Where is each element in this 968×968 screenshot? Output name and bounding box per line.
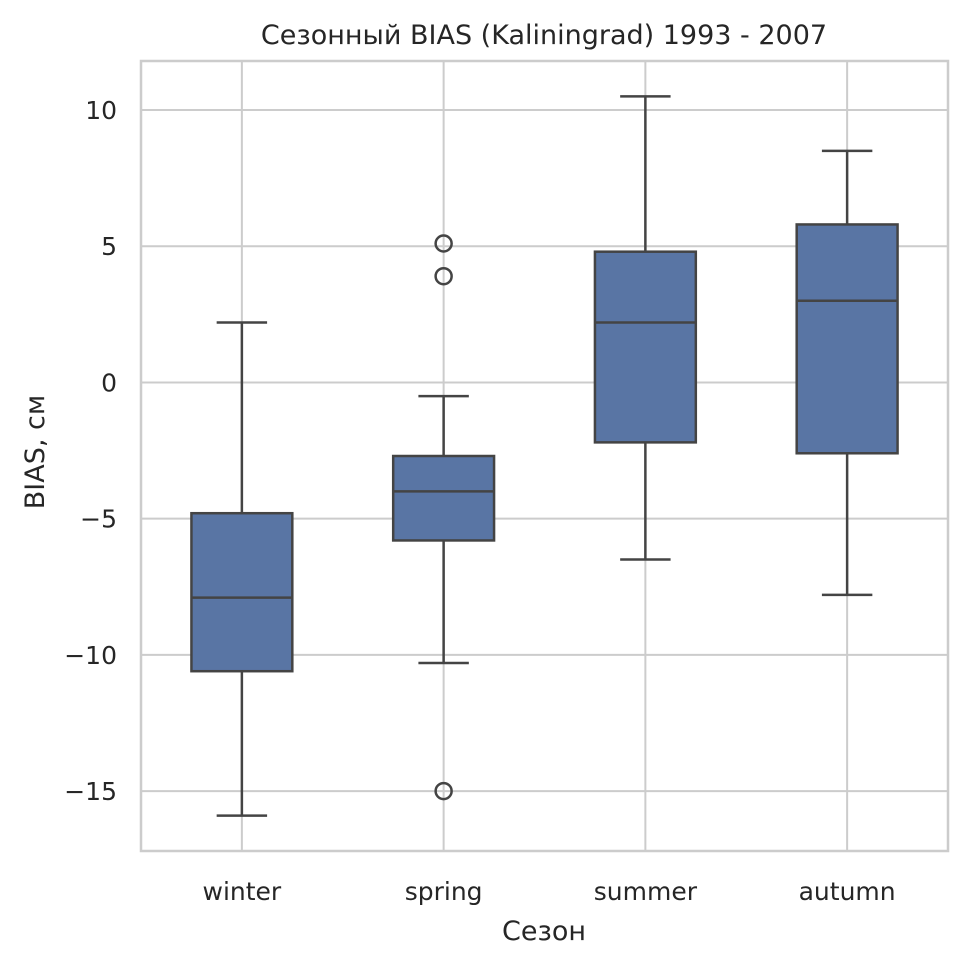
x-tick-label: spring — [405, 877, 483, 906]
y-tick-label: −15 — [64, 777, 117, 806]
iqr-box — [190, 511, 294, 673]
x-tick-label: autumn — [799, 877, 896, 906]
outlier-point — [434, 266, 453, 286]
y-tick-label: −5 — [80, 505, 117, 534]
chart-title: Сезонный BIAS (Kaliningrad) 1993 - 2007 — [261, 20, 827, 51]
y-tick-label: −10 — [64, 641, 117, 670]
x-tick-label: winter — [203, 877, 282, 906]
tick-labels-layer: 10 5 0 −5 −10 −15 winter spring summer autumn — [64, 96, 895, 906]
boxes-layer — [190, 95, 899, 817]
box-group-winter — [190, 321, 294, 817]
outlier-point — [434, 781, 453, 801]
iqr-box — [795, 223, 899, 455]
y-tick-label: 5 — [101, 232, 117, 261]
y-tick-label: 10 — [85, 96, 117, 125]
x-axis-label: Сезон — [502, 916, 586, 947]
box-group-summer — [593, 95, 698, 561]
plot-frame — [139, 59, 950, 853]
iqr-box — [391, 454, 496, 542]
box-group-spring — [391, 234, 496, 801]
outlier-point — [434, 234, 453, 253]
y-tick-label: 0 — [101, 368, 117, 397]
y-axis-label: BIAS, см — [20, 395, 51, 509]
iqr-box — [593, 250, 698, 444]
box-group-autumn — [795, 149, 899, 597]
x-tick-label: summer — [594, 877, 698, 906]
